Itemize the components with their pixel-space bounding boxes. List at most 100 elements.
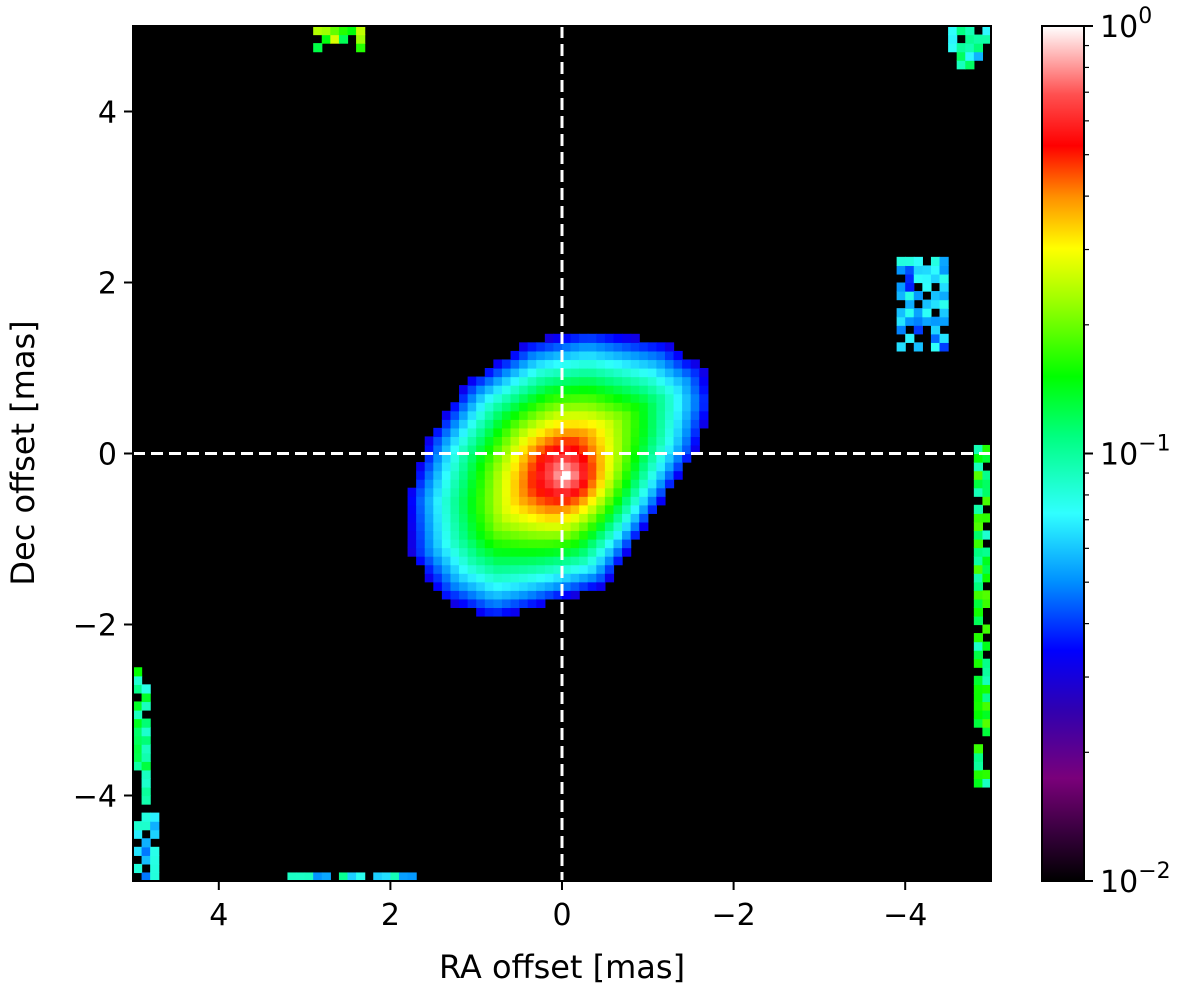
heatmap-cell bbox=[433, 513, 443, 523]
heatmap-cell bbox=[476, 462, 486, 472]
heatmap-cell bbox=[939, 316, 949, 326]
heatmap-cell bbox=[596, 376, 606, 386]
heatmap-cell bbox=[501, 556, 512, 566]
heatmap-cell bbox=[664, 427, 675, 437]
heatmap-cell bbox=[450, 496, 460, 506]
heatmap-cell bbox=[656, 427, 666, 437]
heatmap-cell bbox=[973, 51, 984, 61]
heatmap-cell bbox=[501, 607, 512, 617]
heatmap-cell bbox=[690, 376, 700, 386]
heatmap-cell bbox=[527, 368, 537, 378]
heatmap-cell bbox=[922, 273, 932, 284]
heatmap-cell bbox=[527, 573, 537, 583]
heatmap-cell bbox=[133, 718, 143, 728]
heatmap-cell bbox=[630, 350, 640, 361]
heatmap-cell bbox=[699, 402, 709, 412]
heatmap-cell bbox=[493, 453, 503, 463]
heatmap-cell bbox=[433, 556, 443, 566]
heatmap-cell bbox=[553, 590, 563, 600]
heatmap-cell bbox=[519, 402, 529, 412]
heatmap-cell bbox=[587, 547, 597, 557]
heatmap-cell bbox=[973, 513, 984, 523]
heatmap-cell bbox=[604, 359, 615, 369]
heatmap-cell bbox=[338, 26, 349, 36]
heatmap-cell bbox=[930, 299, 941, 309]
heatmap-cell bbox=[133, 744, 143, 754]
heatmap-cell bbox=[544, 470, 555, 480]
heatmap-cell bbox=[699, 410, 709, 420]
heatmap-cell bbox=[433, 564, 443, 574]
heatmap-cell bbox=[664, 402, 675, 412]
heatmap-cell bbox=[905, 282, 915, 292]
heatmap-cell bbox=[647, 410, 657, 420]
heatmap-cell bbox=[467, 487, 477, 497]
heatmap-cell bbox=[930, 316, 941, 326]
heatmap-cell bbox=[493, 427, 503, 437]
heatmap-cell bbox=[519, 547, 529, 557]
heatmap-cell bbox=[639, 342, 649, 352]
heatmap-cell bbox=[544, 581, 555, 591]
heatmap-cell bbox=[133, 667, 143, 677]
heatmap-cell bbox=[982, 710, 991, 720]
heatmap-cell bbox=[939, 256, 949, 266]
heatmap-cell bbox=[622, 376, 632, 386]
heatmap-cell bbox=[630, 342, 640, 352]
heatmap-cell bbox=[604, 470, 615, 480]
heatmap-cell bbox=[982, 496, 991, 506]
x-axis: 4 2 0 −2 −4 bbox=[209, 881, 927, 933]
heatmap-cell bbox=[622, 530, 632, 540]
heatmap-cell bbox=[133, 710, 143, 720]
heatmap-cell bbox=[501, 436, 512, 446]
heatmap-cell bbox=[982, 564, 991, 574]
heatmap-cell bbox=[150, 872, 160, 881]
heatmap-cell bbox=[441, 419, 452, 429]
heatmap-cell bbox=[604, 479, 615, 489]
heatmap-cell bbox=[613, 402, 623, 412]
heatmap-cell bbox=[673, 427, 683, 437]
heatmap-cell bbox=[613, 385, 623, 395]
heatmap-cell bbox=[519, 487, 529, 497]
heatmap-cell bbox=[133, 821, 143, 831]
heatmap-cell bbox=[570, 393, 580, 403]
heatmap-cell bbox=[562, 376, 572, 386]
heatmap-cell bbox=[484, 410, 494, 420]
heatmap-cell bbox=[570, 402, 580, 412]
heatmap-cell bbox=[544, 521, 555, 532]
heatmap-cell bbox=[441, 521, 452, 532]
heatmap-cell bbox=[493, 385, 503, 395]
heatmap-cell bbox=[622, 453, 632, 463]
heatmap-cell bbox=[682, 453, 692, 463]
heatmap-cell bbox=[553, 393, 563, 403]
heatmap-cell bbox=[570, 564, 580, 574]
heatmap-cell bbox=[527, 590, 537, 600]
heatmap-cell bbox=[356, 26, 366, 36]
heatmap-cell bbox=[544, 573, 555, 583]
heatmap-cell bbox=[587, 436, 597, 446]
heatmap-cell bbox=[476, 385, 486, 395]
heatmap-cell bbox=[501, 598, 512, 608]
heatmap-cell bbox=[321, 26, 331, 36]
heatmap-cell bbox=[973, 590, 984, 600]
heatmap-cell bbox=[587, 342, 597, 352]
heatmap-cell bbox=[510, 496, 520, 506]
heatmap-cell bbox=[613, 444, 623, 455]
heatmap-cell bbox=[647, 436, 657, 446]
heatmap-cell bbox=[527, 530, 537, 540]
heatmap-cell bbox=[450, 530, 460, 540]
heatmap-cell bbox=[133, 701, 143, 711]
heatmap-cell bbox=[544, 547, 555, 557]
heatmap-cell bbox=[459, 410, 469, 420]
heatmap-cell bbox=[450, 479, 460, 489]
heatmap-cell bbox=[544, 427, 555, 437]
heatmap-cell bbox=[647, 385, 657, 395]
heatmap-cell bbox=[639, 402, 649, 412]
heatmap-cell bbox=[544, 419, 555, 429]
heatmap-cell bbox=[450, 581, 460, 591]
heatmap-cell bbox=[433, 530, 443, 540]
heatmap-cell bbox=[673, 444, 683, 455]
heatmap-cell bbox=[519, 504, 529, 514]
heatmap-cell bbox=[664, 462, 675, 472]
heatmap-cell bbox=[510, 581, 520, 591]
heatmap-cell bbox=[450, 427, 460, 437]
heatmap-cell bbox=[587, 581, 597, 591]
